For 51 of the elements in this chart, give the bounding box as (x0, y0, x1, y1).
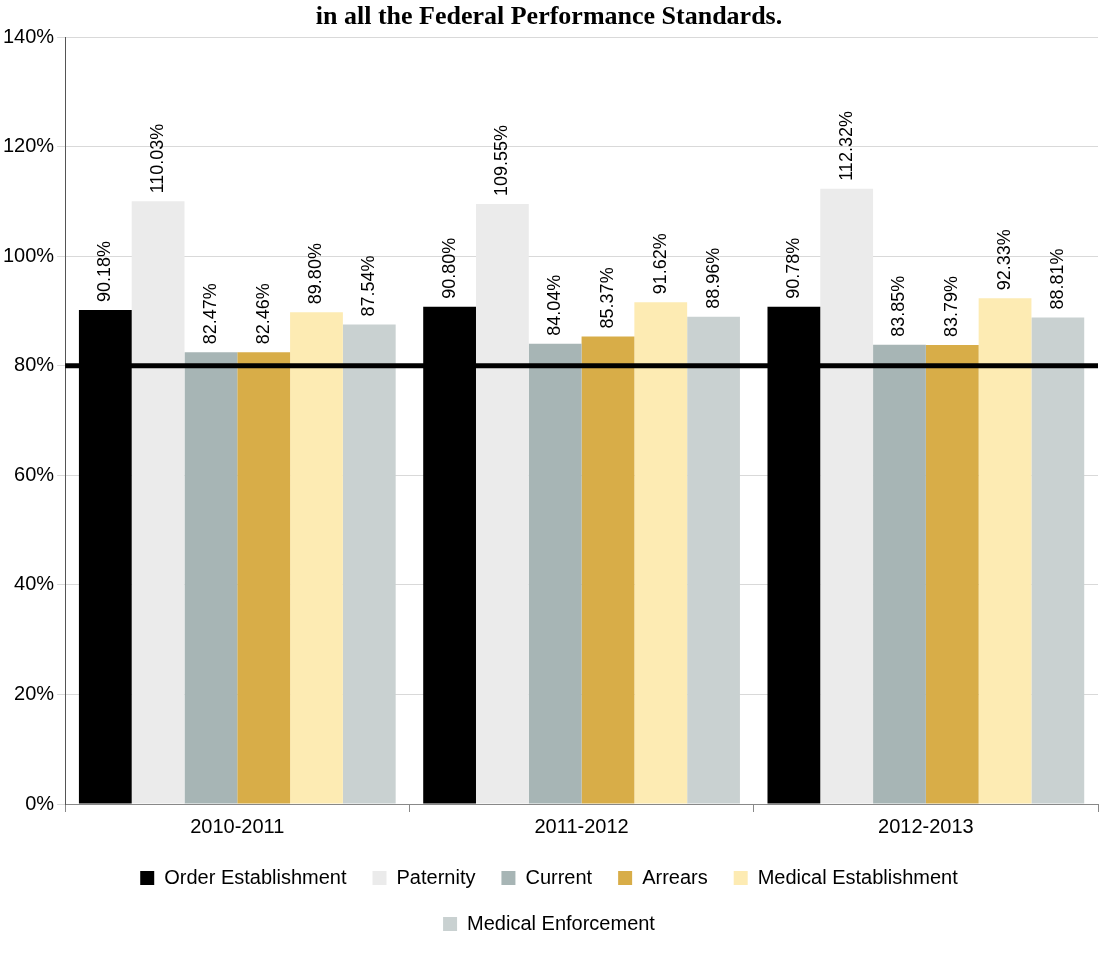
data-label: 112.32% (835, 111, 856, 181)
data-label: 92.33% (994, 229, 1015, 291)
y-tick-label: 60% (14, 462, 55, 485)
data-label: 84.04% (544, 274, 565, 336)
data-label: 82.47% (199, 283, 220, 345)
legend-label: Current (525, 865, 593, 888)
bar (476, 203, 529, 804)
data-label: 83.79% (941, 276, 962, 338)
data-label: 88.81% (1046, 248, 1067, 310)
data-label: 88.96% (702, 247, 723, 309)
data-label: 89.80% (305, 243, 326, 305)
y-tick-label: 120% (3, 134, 55, 157)
bar (184, 352, 238, 804)
data-label: 83.85% (888, 275, 909, 337)
data-label: 90.78% (782, 237, 803, 299)
bar (237, 352, 291, 804)
data-label: 91.62% (649, 233, 670, 295)
y-tick-label: 40% (14, 572, 55, 595)
y-tick-label: 20% (14, 681, 55, 704)
legend-label: Arrears (642, 865, 708, 888)
legend-label: Medical Enforcement (467, 911, 656, 934)
x-tick-label: 2010-2011 (190, 814, 285, 837)
bar (342, 324, 396, 804)
bar (873, 344, 926, 804)
data-label: 90.80% (438, 237, 459, 299)
data-label: 109.55% (491, 124, 512, 196)
bar (634, 302, 688, 804)
legend-label: Medical Establishment (757, 865, 959, 888)
legend-label: Order Establishment (164, 865, 347, 888)
x-tick-label: 2012-2013 (878, 814, 974, 837)
data-label: 85.37% (596, 267, 617, 329)
chart-title: in all the Federal Performance Standards. (315, 1, 783, 31)
data-label: 87.54% (358, 255, 379, 317)
bar (925, 345, 979, 804)
legend-label: Paternity (396, 865, 476, 888)
bar (528, 343, 582, 804)
y-tick-label: 0% (25, 791, 55, 814)
bar (290, 312, 343, 804)
bar (581, 336, 635, 804)
bar (687, 316, 740, 804)
data-label: 82.46% (252, 283, 273, 345)
data-label: 90.18% (94, 241, 115, 303)
x-tick-label: 2011-2012 (534, 814, 629, 837)
data-label: 110.03% (147, 123, 168, 194)
y-tick-label: 80% (14, 353, 55, 376)
bar (820, 188, 874, 804)
y-tick-label: 140% (3, 24, 55, 47)
bar (978, 298, 1032, 804)
y-tick-label: 100% (3, 243, 55, 266)
bar (1031, 317, 1085, 804)
bar (131, 201, 185, 804)
